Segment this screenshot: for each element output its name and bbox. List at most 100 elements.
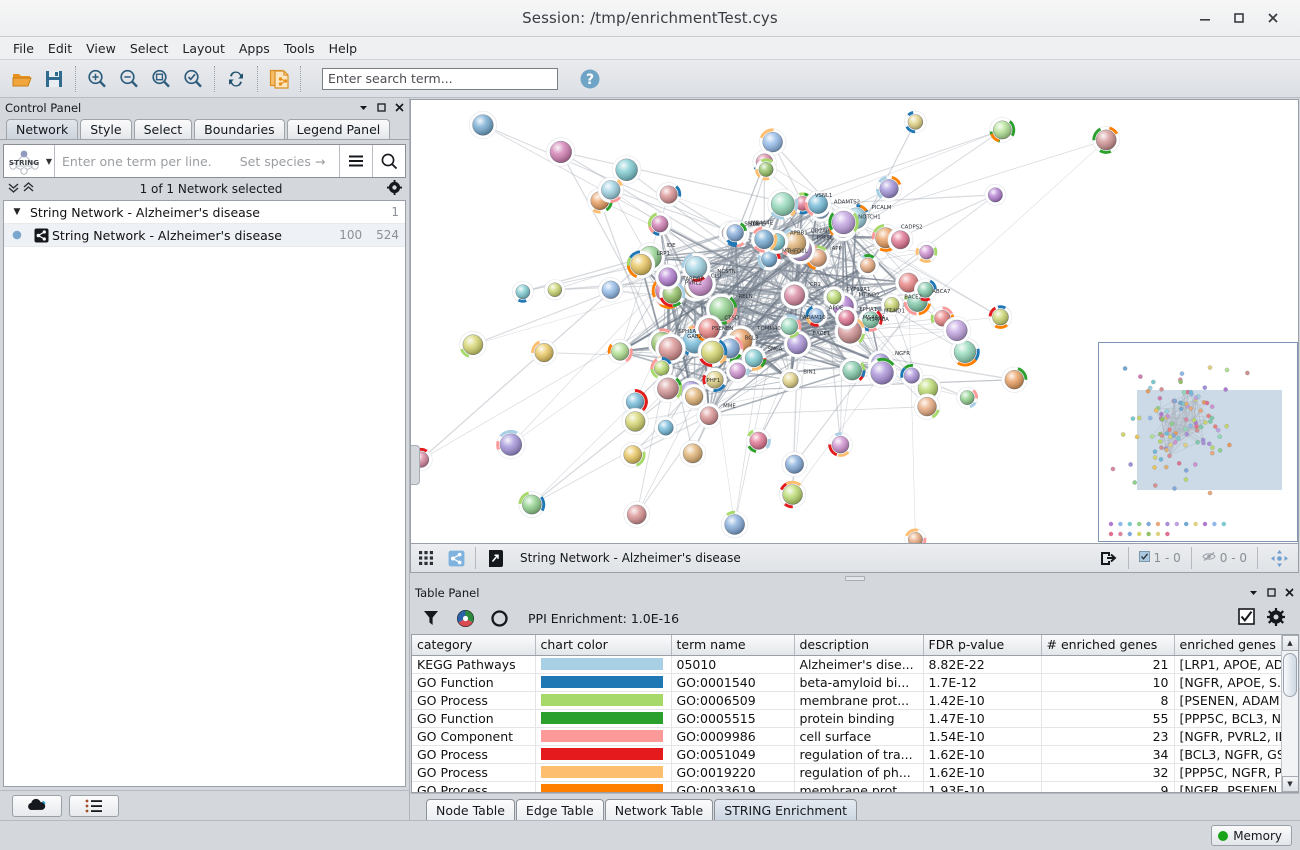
help-icon[interactable]: ? bbox=[574, 63, 606, 95]
tab-network[interactable]: Network bbox=[6, 119, 79, 139]
menu-select[interactable]: Select bbox=[129, 40, 169, 56]
checkbox-checked-icon[interactable] bbox=[1238, 608, 1255, 628]
col-description[interactable]: description bbox=[794, 635, 924, 656]
hamburger-icon[interactable] bbox=[339, 145, 372, 177]
tab-string-enrichment[interactable]: STRING Enrichment bbox=[714, 799, 858, 820]
table-row[interactable]: GO Process GO:0033619 membrane prot... 1.93… bbox=[412, 781, 1281, 792]
chevron-down-icon[interactable] bbox=[359, 101, 368, 115]
maximize-icon[interactable] bbox=[1222, 4, 1256, 32]
menu-help[interactable]: Help bbox=[328, 40, 358, 56]
zoom-fit-icon[interactable] bbox=[145, 63, 177, 95]
pie-chart-icon[interactable] bbox=[450, 605, 480, 632]
scroll-down-icon[interactable]: ▼ bbox=[1281, 776, 1298, 792]
tab-style[interactable]: Style bbox=[80, 119, 132, 139]
grid-layout-icon[interactable] bbox=[411, 545, 441, 572]
window-controls bbox=[1188, 4, 1300, 32]
cell-fdr: 1.62E-10 bbox=[923, 745, 1042, 764]
scrollbar-thumb[interactable] bbox=[1282, 653, 1297, 697]
network-group-label: String Network - Alzheimer's disease bbox=[30, 204, 260, 220]
menu-view[interactable]: View bbox=[86, 40, 116, 56]
table-row[interactable]: GO Process GO:0019220 regulation of ph... 1… bbox=[412, 763, 1281, 782]
network-overview-panel[interactable] bbox=[1098, 342, 1298, 542]
canvas-resize-handle[interactable] bbox=[411, 445, 420, 485]
float-panel-icon[interactable] bbox=[1267, 586, 1276, 600]
tab-boundaries[interactable]: Boundaries bbox=[194, 119, 285, 139]
set-species-link[interactable]: Set species → bbox=[239, 153, 326, 169]
selection-status-label: 1 of 1 Network selected bbox=[139, 182, 283, 196]
network-item-row[interactable]: String Network - Alzheimer's disease 100… bbox=[4, 224, 405, 247]
expand-triangle-icon[interactable]: ▼ bbox=[13, 207, 21, 217]
node-label: NOTCH1 bbox=[858, 214, 880, 220]
cell-category: GO Function bbox=[412, 709, 536, 728]
menu-edit[interactable]: Edit bbox=[47, 40, 73, 56]
tab-legend-panel[interactable]: Legend Panel bbox=[286, 119, 391, 139]
network-group-row[interactable]: ▼ String Network - Alzheimer's disease 1 bbox=[4, 201, 405, 224]
tab-network-table[interactable]: Network Table bbox=[604, 799, 714, 820]
table-row[interactable]: GO Function GO:0001540 beta-amyloid bi... 1… bbox=[412, 673, 1281, 692]
network-view-icon[interactable] bbox=[441, 545, 471, 572]
open-session-icon[interactable] bbox=[6, 63, 38, 95]
table-panel-title: Table Panel bbox=[415, 585, 480, 600]
menu-layout[interactable]: Layout bbox=[182, 40, 225, 56]
scroll-up-icon[interactable]: ▲ bbox=[1281, 635, 1298, 651]
save-session-icon[interactable] bbox=[38, 63, 70, 95]
gear-icon[interactable] bbox=[387, 180, 402, 198]
zoom-selected-icon[interactable] bbox=[177, 63, 209, 95]
node-label: GAB2 bbox=[687, 334, 702, 340]
menu-apps[interactable]: Apps bbox=[238, 40, 270, 56]
refresh-icon[interactable] bbox=[220, 63, 252, 95]
close-panel-icon[interactable] bbox=[1285, 586, 1294, 600]
scrollbar-track[interactable] bbox=[1281, 651, 1298, 776]
network-canvas[interactable]: MT-ND2 MT-ND1 VSNL1 ADAMTS2 PVRL2 TOMM40 SNCA S… bbox=[410, 99, 1299, 544]
table-row[interactable]: GO Process GO:0051049 regulation of tra...… bbox=[412, 745, 1281, 764]
col-term-name[interactable]: term name bbox=[671, 635, 795, 656]
close-panel-icon[interactable] bbox=[395, 101, 404, 115]
string-dropdown-caret-icon[interactable]: ▼ bbox=[44, 145, 55, 177]
menu-file[interactable]: File bbox=[13, 40, 34, 56]
col-chart-color[interactable]: chart color bbox=[535, 635, 672, 656]
detach-view-icon[interactable] bbox=[480, 545, 510, 572]
collapse-all-icon[interactable] bbox=[7, 181, 20, 197]
pan-tool-icon[interactable] bbox=[1264, 545, 1294, 572]
node-label: LRP1 bbox=[657, 251, 670, 257]
table-row[interactable]: KEGG Pathways 05010 Alzheimer's dise... 8.8… bbox=[412, 655, 1281, 674]
col-category[interactable]: category bbox=[412, 635, 536, 656]
donut-ring-icon[interactable] bbox=[484, 605, 514, 632]
table-vertical-scrollbar[interactable]: ▲ ▼ bbox=[1281, 635, 1298, 792]
node-label: MME bbox=[723, 404, 736, 410]
node-label: BIN1 bbox=[803, 369, 816, 375]
col-enriched-genes[interactable]: enriched genes bbox=[1174, 635, 1281, 656]
tab-edge-table[interactable]: Edge Table bbox=[515, 799, 604, 820]
filter-icon[interactable] bbox=[416, 605, 446, 632]
table-row[interactable]: GO Process GO:0006509 membrane prot... 1.42… bbox=[412, 691, 1281, 710]
tab-node-table[interactable]: Node Table bbox=[426, 799, 515, 820]
close-icon[interactable] bbox=[1256, 4, 1290, 32]
table-row[interactable]: GO Component GO:0009986 cell surface 1.54E-… bbox=[412, 727, 1281, 746]
node-label: NCSTN bbox=[717, 269, 735, 275]
gear-icon[interactable] bbox=[1267, 607, 1285, 629]
cell-category: KEGG Pathways bbox=[412, 655, 536, 674]
search-icon[interactable] bbox=[372, 145, 405, 177]
zoom-in-icon[interactable] bbox=[81, 63, 113, 95]
table-row[interactable]: GO Function GO:0005515 protein binding 1.47… bbox=[412, 709, 1281, 728]
chevron-down-icon[interactable] bbox=[1249, 586, 1258, 600]
col-fdr-pvalue[interactable]: FDR p-value bbox=[923, 635, 1042, 656]
zoom-out-icon[interactable] bbox=[113, 63, 145, 95]
tab-select[interactable]: Select bbox=[133, 119, 193, 139]
enrichment-table-wrapper: category chart color term name descripti… bbox=[411, 634, 1299, 793]
list-icon[interactable] bbox=[69, 794, 119, 817]
share-view-icon[interactable] bbox=[1092, 545, 1122, 572]
minimize-icon[interactable] bbox=[1188, 4, 1222, 32]
export-network-icon[interactable] bbox=[263, 63, 295, 95]
cloud-icon[interactable] bbox=[12, 794, 62, 817]
expand-all-icon[interactable] bbox=[22, 181, 35, 197]
string-term-input[interactable]: Enter one term per line. Set species → bbox=[55, 154, 339, 169]
search-input[interactable]: Enter search term... bbox=[322, 67, 558, 90]
menu-tools[interactable]: Tools bbox=[283, 40, 315, 56]
panel-splitter[interactable] bbox=[410, 573, 1300, 583]
cell-term-name: GO:0006509 bbox=[671, 691, 795, 710]
float-panel-icon[interactable] bbox=[377, 101, 386, 115]
col-enriched-count[interactable]: # enriched genes bbox=[1041, 635, 1175, 656]
memory-status-button[interactable]: Memory bbox=[1211, 825, 1292, 846]
